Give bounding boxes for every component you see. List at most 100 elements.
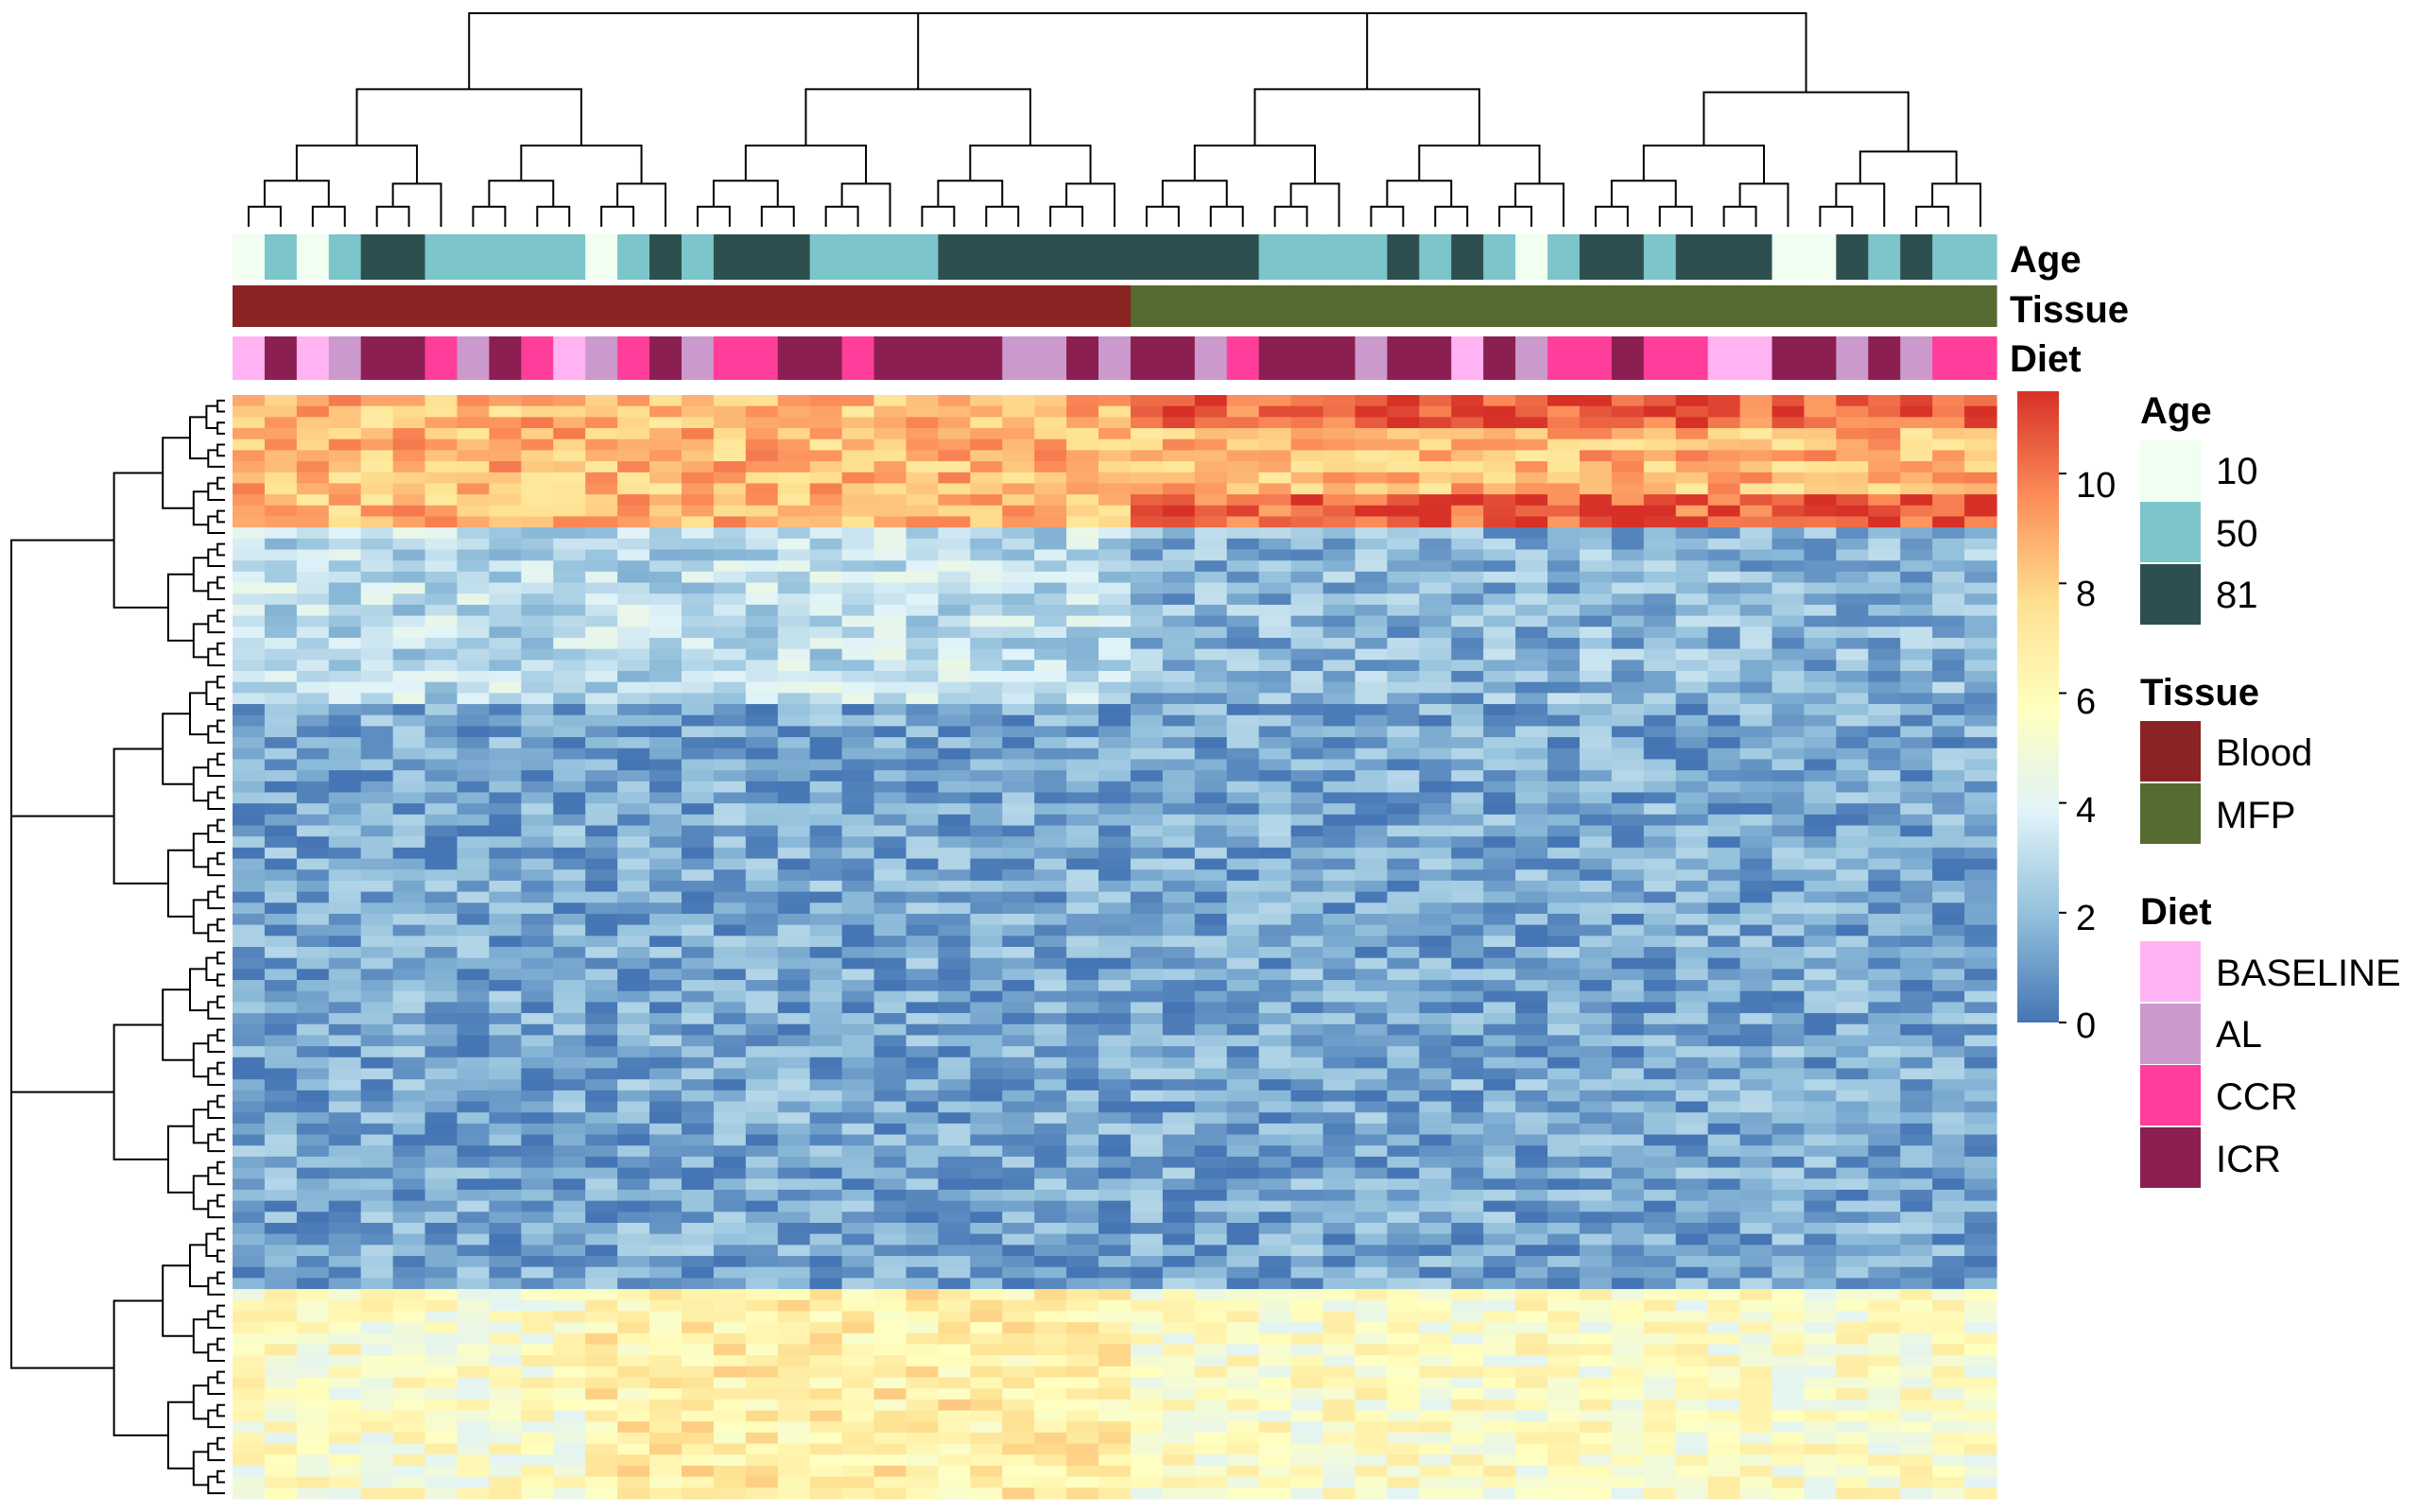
annotation-cell-age: [328, 234, 362, 280]
heatmap-cell: [1804, 936, 1837, 948]
heatmap-cell: [392, 483, 426, 495]
heatmap-cell: [1932, 957, 1965, 970]
heatmap-cell: [681, 1223, 715, 1235]
heatmap-cell: [1290, 781, 1324, 794]
heatmap-cell: [392, 737, 426, 749]
heatmap-cell: [1002, 858, 1035, 870]
heatmap-cell: [1643, 803, 1677, 816]
heatmap-cell: [392, 1178, 426, 1191]
heatmap-cell: [1034, 615, 1067, 627]
heatmap-cell: [1322, 737, 1357, 749]
heatmap-cell: [1836, 1200, 1869, 1212]
heatmap-cell: [1483, 858, 1516, 870]
annotation-cell-tissue: [1547, 285, 1581, 327]
heatmap-cell: [1515, 847, 1548, 860]
heatmap-cell: [873, 671, 908, 683]
heatmap-cell: [745, 1299, 779, 1313]
heatmap-cell: [1804, 1233, 1837, 1246]
heatmap-cell: [1355, 869, 1388, 882]
heatmap-cell: [938, 947, 971, 959]
heatmap-cell: [328, 472, 362, 485]
heatmap-cell: [713, 869, 747, 882]
heatmap-cell: [264, 891, 298, 903]
heatmap-cell: [1322, 792, 1357, 804]
heatmap-cell: [233, 1134, 266, 1146]
heatmap-cell: [1098, 1256, 1132, 1268]
heatmap-cell: [424, 1167, 458, 1179]
heatmap-cell: [1611, 438, 1645, 451]
column-dendrogram-branch: [696, 205, 731, 227]
heatmap-cell: [938, 814, 971, 827]
heatmap-cell: [1643, 1057, 1677, 1070]
heatmap-cell: [1355, 615, 1388, 627]
column-dendrogram-branch: [600, 205, 635, 227]
heatmap-cell: [1034, 1057, 1067, 1070]
heatmap-cell: [841, 1057, 875, 1070]
annotation-cell-tissue: [1643, 285, 1677, 327]
heatmap-cell: [585, 770, 618, 782]
heatmap-cell: [1643, 405, 1677, 418]
heatmap-cell: [1355, 803, 1388, 816]
annotation-cell-age: [392, 234, 426, 280]
heatmap-cell: [745, 494, 779, 507]
heatmap-cell: [1932, 980, 1965, 992]
heatmap-cell: [777, 1112, 811, 1125]
heatmap-cell: [1707, 1090, 1741, 1103]
heatmap-cell: [296, 1289, 330, 1301]
heatmap-cell: [873, 880, 908, 893]
heatmap-cell: [585, 1178, 618, 1191]
heatmap-cell: [1579, 869, 1613, 882]
heatmap-cell: [1900, 1057, 1933, 1070]
heatmap-cell: [392, 1123, 426, 1136]
heatmap-cell: [1162, 516, 1196, 528]
heatmap-cell: [360, 759, 394, 771]
heatmap-cell: [617, 770, 650, 782]
heatmap-cell: [1932, 1278, 1965, 1290]
heatmap-cell: [264, 1090, 298, 1103]
heatmap-cell: [1868, 869, 1901, 882]
heatmap-cell: [1194, 891, 1228, 903]
heatmap-cell: [1900, 1145, 1933, 1158]
heatmap-cell: [1932, 1200, 1965, 1212]
heatmap-cell: [1707, 1178, 1741, 1191]
heatmap-cell: [1611, 648, 1645, 661]
heatmap-cell: [1130, 615, 1164, 627]
heatmap-cell: [1579, 1256, 1613, 1268]
heatmap-cell: [809, 494, 843, 507]
heatmap-cell: [1964, 847, 1997, 860]
heatmap-cell: [1515, 505, 1548, 518]
heatmap-cell: [1226, 516, 1260, 528]
heatmap-cell: [489, 1266, 522, 1279]
heatmap-cell: [424, 980, 458, 992]
heatmap-cell: [1066, 582, 1099, 594]
heatmap-cell: [1130, 1112, 1164, 1125]
heatmap-cell: [1387, 549, 1420, 561]
heatmap-cell: [1964, 671, 1997, 683]
heatmap-cell: [873, 494, 908, 507]
heatmap-cell: [553, 1233, 586, 1246]
heatmap-cell: [264, 902, 298, 915]
heatmap-cell: [521, 1167, 554, 1179]
heatmap-cell: [1226, 737, 1260, 749]
heatmap-cell: [777, 593, 811, 606]
heatmap-cell: [1772, 1223, 1806, 1235]
heatmap-cell: [841, 1145, 875, 1158]
annotation-cell-diet: [457, 336, 491, 380]
heatmap-cell: [970, 417, 1003, 429]
row-dendrogram-branch: [192, 1175, 209, 1211]
heatmap-cell: [233, 405, 266, 418]
heatmap-cell: [1964, 1035, 1997, 1047]
heatmap-cell: [1290, 405, 1324, 418]
heatmap-cell: [1419, 869, 1452, 882]
heatmap-cell: [392, 990, 426, 1003]
heatmap-cell: [1002, 538, 1035, 551]
heatmap-cell: [1772, 417, 1806, 429]
heatmap-cell: [841, 538, 875, 551]
heatmap-cell: [1130, 957, 1164, 970]
heatmap-cell: [1675, 1134, 1709, 1146]
heatmap-cell: [1643, 913, 1677, 926]
heatmap-cell: [681, 660, 715, 672]
heatmap-cell: [521, 1156, 554, 1169]
heatmap-cell: [713, 527, 747, 540]
heatmap-cell: [1290, 505, 1324, 518]
